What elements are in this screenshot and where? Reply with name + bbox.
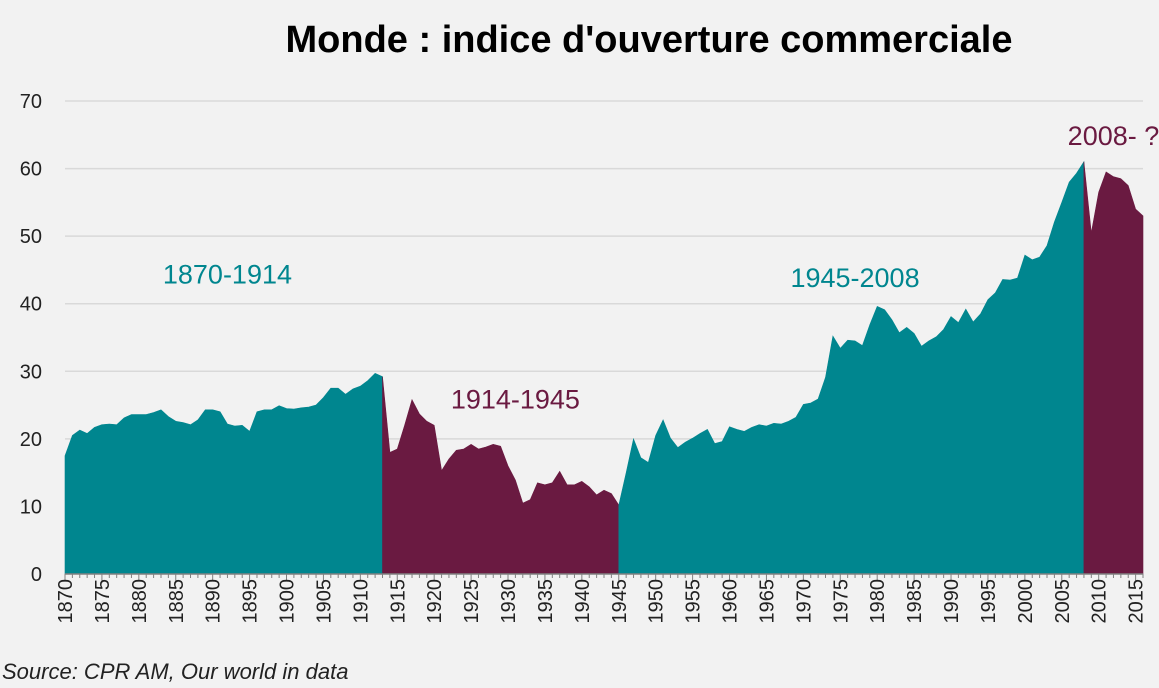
x-tick-label: 1990 <box>941 579 963 624</box>
x-tick-label: 1945 <box>609 579 631 624</box>
x-tick-label: 1985 <box>904 579 926 624</box>
area-period-2 <box>618 160 1085 575</box>
y-tick-label: 30 <box>20 361 42 383</box>
y-tick-label: 50 <box>20 226 42 248</box>
x-tick-label: 1975 <box>830 579 852 624</box>
y-tick-label: 0 <box>31 564 42 586</box>
x-tick-label: 1890 <box>203 579 225 624</box>
annotation-period-label: 1914-1945 <box>451 384 580 414</box>
x-tick-label: 1870 <box>55 579 77 624</box>
x-tick-label: 1875 <box>92 579 114 624</box>
x-tick-label: 2005 <box>1052 579 1074 624</box>
y-axis: 0 10 20 30 40 50 60 70 <box>20 91 42 586</box>
y-tick-label: 60 <box>20 159 42 181</box>
x-tick-label: 1980 <box>867 579 889 624</box>
x-tick-label: 1930 <box>498 579 520 624</box>
annotation-period-label: 1945-2008 <box>790 263 919 293</box>
x-tick-label: 1995 <box>978 579 1000 624</box>
x-axis: 1870 1875 1880 1885 1890 1895 1900 1905 1910 1915… <box>55 573 1148 624</box>
annotation-period-label: 1870-1914 <box>163 259 292 289</box>
x-tick-label: 1900 <box>277 579 299 624</box>
x-tick-label: 1880 <box>129 579 151 624</box>
source-note: Source: CPR AM, Our world in data <box>2 659 348 684</box>
x-tick-label: 1905 <box>313 579 335 624</box>
x-tick-label: 2015 <box>1126 579 1148 624</box>
x-tick-label: 1965 <box>756 579 778 624</box>
x-tick-label: 2010 <box>1089 579 1111 624</box>
period-annotations: 1870-1914 1914-1945 1945-2008 2008- ? <box>163 121 1159 415</box>
chart-title: Monde : indice d'ouverture commerciale <box>286 19 1013 61</box>
x-tick-label: 2000 <box>1015 579 1037 624</box>
x-tick-label: 1940 <box>572 579 594 624</box>
x-tick-label: 1895 <box>240 579 262 624</box>
x-tick-label: 1925 <box>461 579 483 624</box>
x-tick-label: 1935 <box>535 579 557 624</box>
y-tick-label: 20 <box>20 429 42 451</box>
y-tick-label: 10 <box>20 496 42 518</box>
annotation-period-label: 2008- ? <box>1068 121 1159 151</box>
x-tick-label: 1915 <box>387 579 409 624</box>
x-tick-label: 1910 <box>350 579 372 624</box>
area-series <box>64 160 1144 575</box>
x-tick-label: 1970 <box>793 579 815 624</box>
area-period-1 <box>382 376 620 575</box>
x-tick-label: 1885 <box>166 579 188 624</box>
x-tick-label: 1955 <box>683 579 705 624</box>
x-tick-label: 1920 <box>424 579 446 624</box>
x-tick-label: 1950 <box>646 579 668 624</box>
x-tick-label: 1960 <box>720 579 742 624</box>
y-tick-label: 40 <box>20 294 42 316</box>
y-tick-label: 70 <box>20 91 42 113</box>
area-period-3 <box>1083 161 1144 575</box>
area-period-0 <box>64 372 383 575</box>
